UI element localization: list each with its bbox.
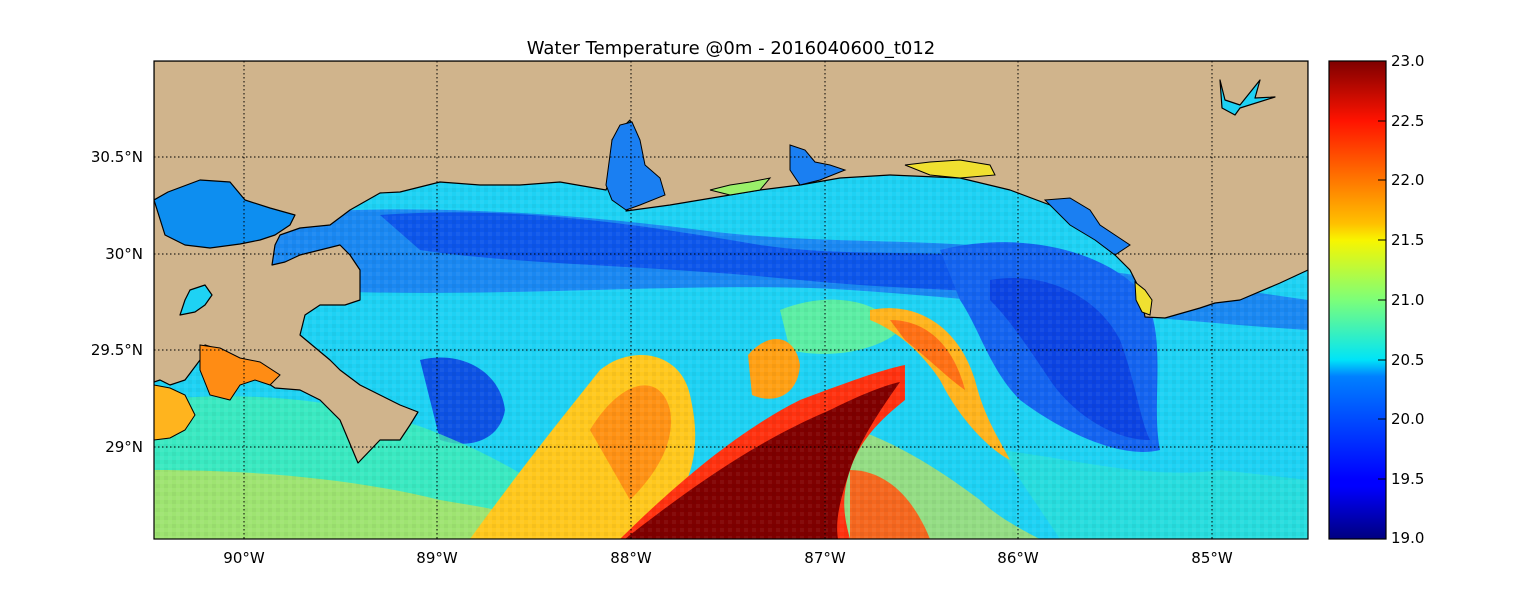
lat-tick-label: 29.5°N: [91, 341, 143, 359]
lon-tick-label: 86°W: [997, 549, 1039, 567]
lon-tick-label: 88°W: [610, 549, 652, 567]
estuaries: [154, 121, 1153, 441]
temperature-field: [154, 61, 1308, 539]
lat-tick-label: 29°N: [105, 438, 143, 456]
colorbar-ticks: [1378, 60, 1386, 540]
lon-tick-label: 89°W: [416, 549, 458, 567]
colorbar-tick-label: 21.5: [1391, 231, 1424, 249]
land-areas: [154, 61, 1308, 464]
lon-tick-label: 87°W: [804, 549, 846, 567]
graticule: [154, 61, 1308, 539]
lon-tick-label: 90°W: [223, 549, 265, 567]
colorbar-tick-label: 22.5: [1391, 112, 1424, 130]
lat-tick-label: 30.5°N: [91, 148, 143, 166]
colorbar-tick-label: 20.5: [1391, 351, 1424, 369]
colorbar-tick-label: 21.0: [1391, 291, 1424, 309]
map-panel: 90°W 89°W 88°W 87°W 86°W 85°W 30.5°N 30°…: [91, 60, 1309, 567]
colorbar-tick-label: 23.0: [1391, 52, 1424, 70]
lon-axis: 90°W 89°W 88°W 87°W 86°W 85°W: [223, 549, 1233, 567]
colorbar: 23.0 22.5 22.0 21.5 21.0 20.5 20.0 19.5 …: [1328, 52, 1424, 547]
colorbar-gradient: [1328, 60, 1387, 540]
lat-tick-label: 30°N: [105, 245, 143, 263]
map-frame: [153, 60, 1309, 540]
colorbar-tick-label: 20.0: [1391, 410, 1424, 428]
colorbar-tick-label: 19.5: [1391, 470, 1424, 488]
lon-tick-label: 85°W: [1191, 549, 1233, 567]
colorbar-tick-label: 19.0: [1391, 529, 1424, 547]
colorbar-tick-label: 22.0: [1391, 171, 1424, 189]
chart-title: Water Temperature @0m - 2016040600_t012: [527, 38, 936, 59]
lat-axis: 30.5°N 30°N 29.5°N 29°N: [91, 148, 143, 456]
